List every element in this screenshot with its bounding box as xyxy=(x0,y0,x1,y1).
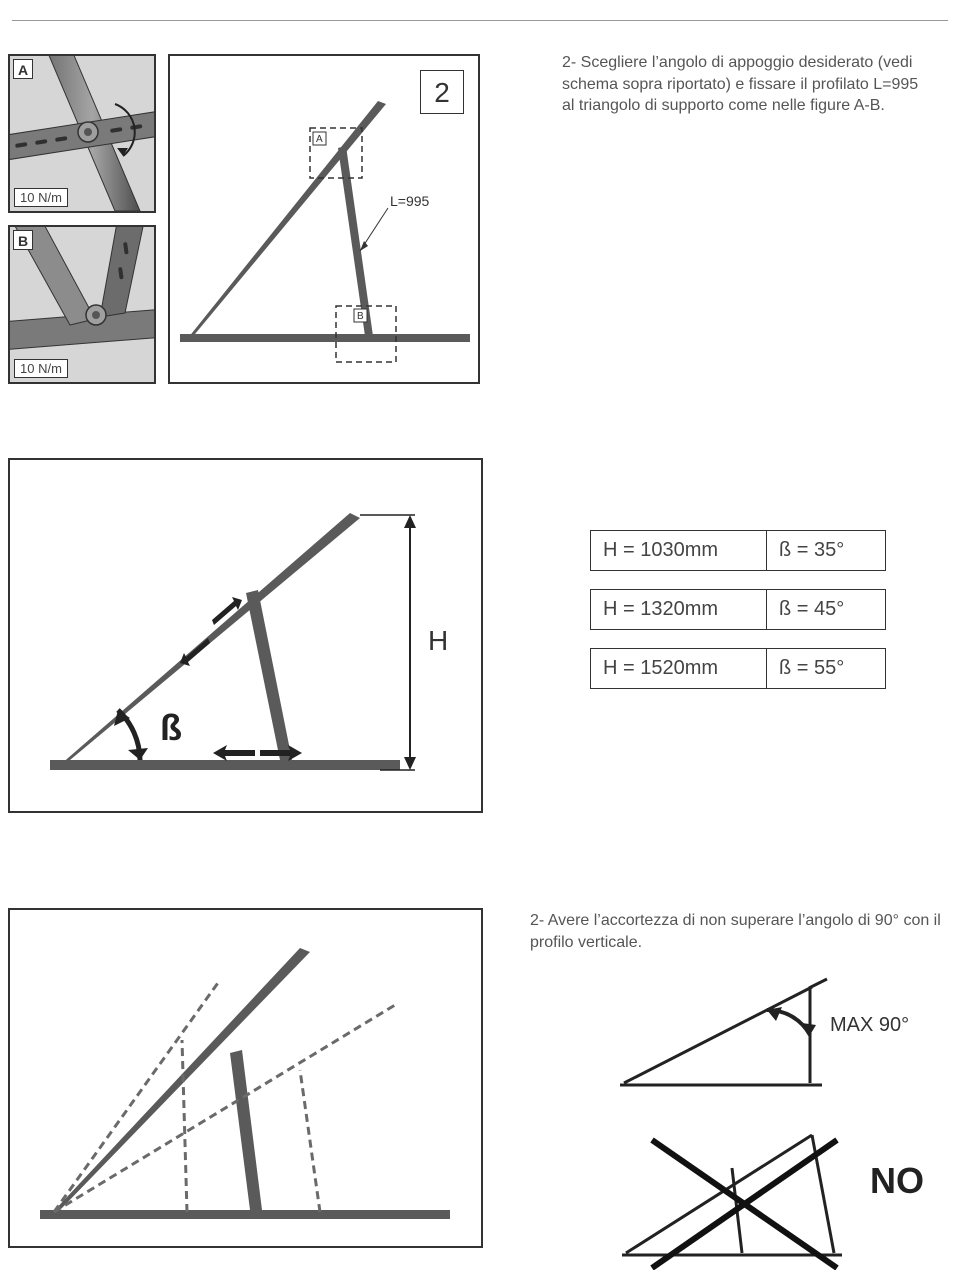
table-cell-b: ß = 45° xyxy=(767,590,885,629)
table-cell-h: H = 1320mm xyxy=(591,590,767,629)
table-cell-b: ß = 35° xyxy=(767,531,885,570)
no-label: NO xyxy=(870,1160,924,1202)
step-number-box: 2 xyxy=(420,70,464,114)
detail-panel-b: B 10 N/m xyxy=(8,225,156,384)
angle-limit-panel xyxy=(8,908,483,1248)
triangle-diagram-panel: 2 A B L=995 xyxy=(168,54,480,384)
table-row: H = 1520mm ß = 55° xyxy=(590,648,886,689)
table-row: H = 1030mm ß = 35° xyxy=(590,530,886,571)
detail-panel-a: A xyxy=(8,54,156,213)
table-row: H = 1320mm ß = 45° xyxy=(590,589,886,630)
angle-table: H = 1030mm ß = 35° H = 1320mm ß = 45° H … xyxy=(590,530,886,707)
table-cell-b: ß = 55° xyxy=(767,649,885,688)
svg-text:H: H xyxy=(428,625,448,656)
panel-letter-b: B xyxy=(13,230,33,250)
height-angle-diagram: ß H xyxy=(10,460,485,815)
svg-text:L=995: L=995 xyxy=(390,193,430,209)
panel-letter-a: A xyxy=(13,59,33,79)
height-angle-panel: ß H xyxy=(8,458,483,813)
no-diagram xyxy=(612,1120,857,1270)
table-cell-h: H = 1520mm xyxy=(591,649,767,688)
instruction-text-1: 2- Scegliere l’angolo di appoggio deside… xyxy=(562,52,932,117)
max90-diagram xyxy=(612,975,837,1100)
angle-variations-diagram xyxy=(10,910,485,1250)
svg-text:ß: ß xyxy=(160,707,182,748)
torque-label-b: 10 N/m xyxy=(14,359,68,378)
svg-text:B: B xyxy=(357,311,364,322)
top-divider xyxy=(12,20,948,21)
max90-label: MAX 90° xyxy=(830,1014,909,1037)
torque-label-a: 10 N/m xyxy=(14,188,68,207)
svg-text:A: A xyxy=(316,134,323,145)
instruction-text-3: 2- Avere l’accortezza di non superare l’… xyxy=(530,910,950,953)
